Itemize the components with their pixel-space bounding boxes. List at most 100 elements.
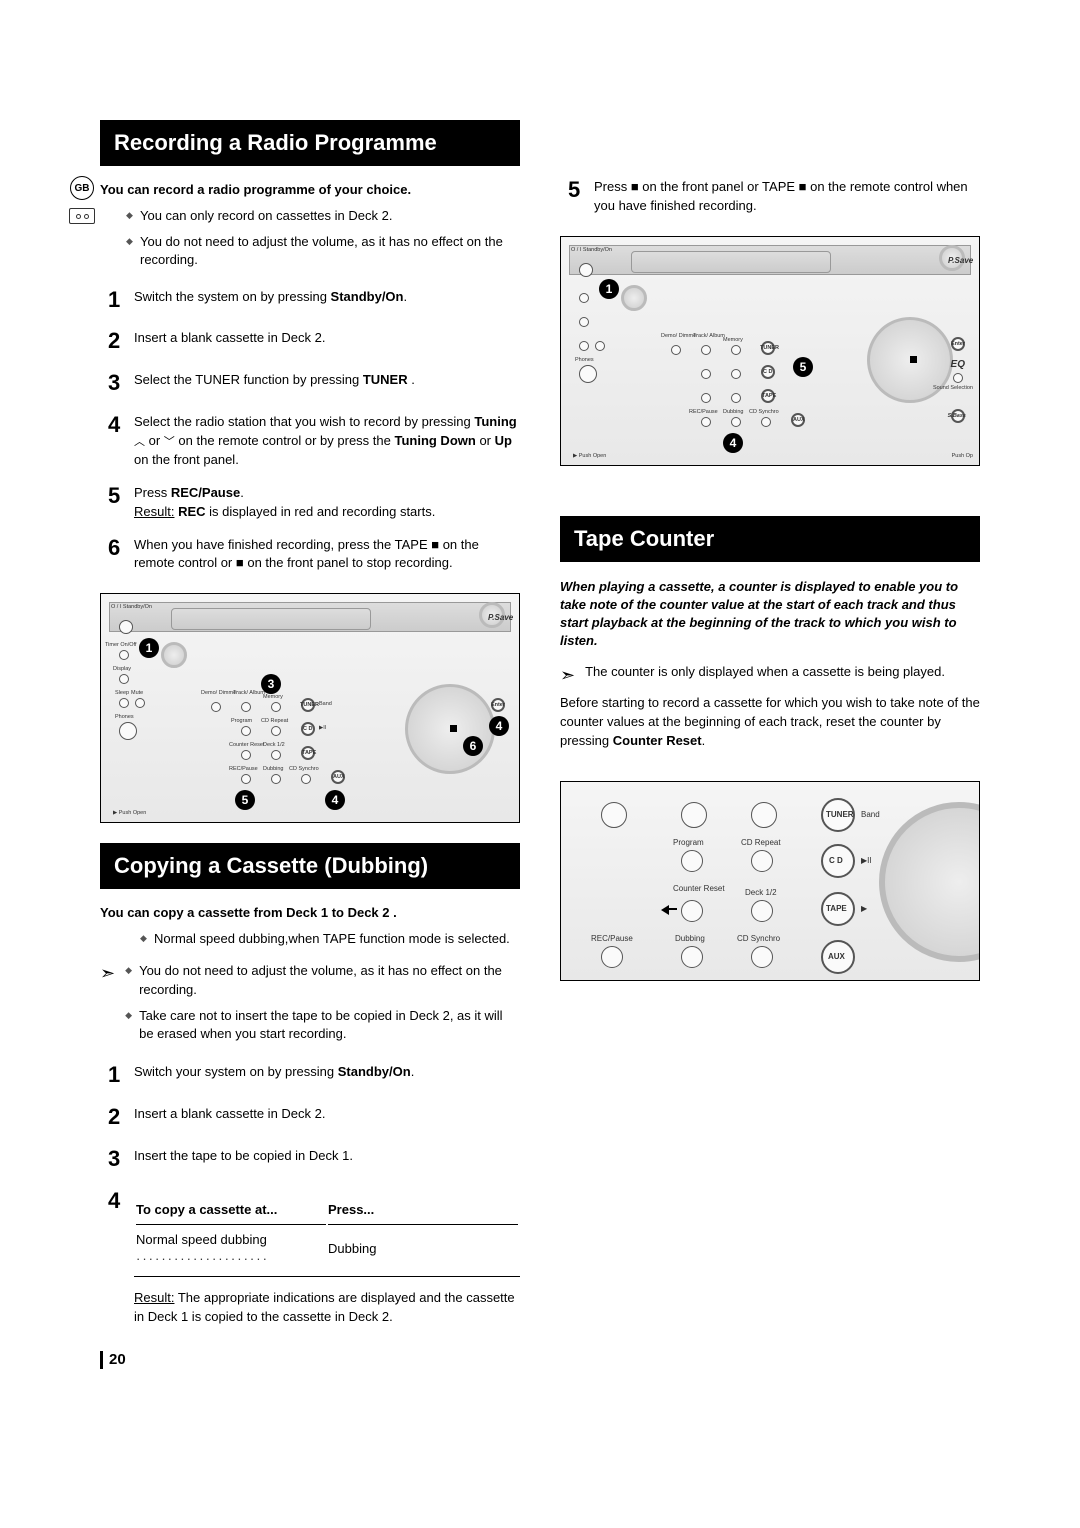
aux-label: AUX (828, 952, 845, 961)
recpause-label: REC/Pause (229, 766, 258, 772)
memory-label: Memory (263, 694, 283, 700)
phones-label: Phones (115, 714, 134, 720)
step-number: 5 (568, 174, 594, 216)
sbass-label: S.Bass (948, 413, 966, 419)
tape-label: TAPE (302, 750, 316, 756)
recording-intro: You can record a radio programme of your… (100, 182, 520, 197)
standby-label: O / I Standby/On (571, 247, 612, 253)
cdsynchro-label: CD Synchro (737, 934, 780, 943)
step-text: Switch the system on by pressing Standby… (134, 284, 520, 316)
dubbing-intro: You can copy a cassette from Deck 1 to D… (100, 905, 520, 920)
bullet: Take care not to insert the tape to be c… (125, 1007, 520, 1043)
sleep-label: Sleep (115, 690, 129, 696)
cd-label: C D (303, 726, 312, 732)
left-column: Recording a Radio Programme You can reco… (100, 120, 520, 1369)
page-number: 20 (100, 1351, 520, 1369)
aux-label: AUX (793, 417, 805, 423)
result-text: The appropriate indications are displaye… (134, 1290, 515, 1324)
cdrepeat-label: CD Repeat (741, 838, 781, 847)
cdrepeat-label: CD Repeat (261, 718, 288, 724)
pushop-label: Push Op (952, 453, 973, 459)
step-number: 6 (108, 532, 134, 574)
region-badges: GB (68, 176, 96, 224)
note-text: The counter is only displayed when a cas… (585, 664, 945, 684)
section-recording-title: Recording a Radio Programme (100, 120, 520, 166)
right-column: 5Press ■ on the front panel or TAPE ■ on… (560, 120, 980, 1369)
bullet: You do not need to adjust the volume, as… (125, 962, 520, 998)
cdsynchro-label: CD Synchro (289, 766, 319, 772)
dubbing-steps: 1Switch your system on by pressing Stand… (108, 1059, 520, 1327)
step-text: Insert a blank cassette in Deck 2. (134, 325, 520, 357)
track-label: Track/ Album (233, 690, 265, 696)
display-label: Display (113, 666, 131, 672)
step-number: 1 (108, 1059, 134, 1091)
eq-label: EQ (951, 359, 965, 370)
deck12-label: Deck 1/2 (263, 742, 285, 748)
callout-5: 5 (793, 357, 813, 377)
step-text: Insert a blank cassette in Deck 2. (134, 1101, 520, 1133)
step-number: 1 (108, 284, 134, 316)
table-header: Press... (328, 1197, 518, 1225)
step-number: 4 (108, 1185, 134, 1327)
step-text: Insert the tape to be copied in Deck 1. (134, 1143, 520, 1175)
note-arrow-icon: ➣ (560, 664, 575, 684)
tapeplay-label: ▶ (861, 904, 867, 913)
tuner-label: TUNER (826, 810, 854, 819)
play-label: ▶II (861, 856, 872, 865)
step-number: 2 (108, 325, 134, 357)
callout-5: 5 (235, 790, 255, 810)
aux-label: AUX (333, 774, 345, 780)
counter-label: Counter Reset (229, 742, 264, 748)
tapecounter-intro: When playing a cassette, a counter is di… (560, 578, 980, 651)
counter-label: Counter Reset (673, 884, 725, 893)
step-text: Press ■ on the front panel or TAPE ■ on … (594, 174, 980, 216)
play-label: ▶II (319, 725, 326, 731)
standby-label: O / I Standby/On (111, 604, 152, 610)
note-arrow-icon: ➣ (100, 962, 115, 1051)
bullet: You do not need to adjust the volume, as… (126, 233, 520, 269)
sound-label: Sound Selection (933, 385, 973, 391)
phones-label: Phones (575, 357, 594, 363)
step-text: When you have finished recording, press … (134, 532, 520, 574)
tape-label: TAPE (826, 904, 847, 913)
tuner-label: TUNER (760, 345, 779, 351)
callout-4a: 4 (325, 790, 345, 810)
deck12-label: Deck 1/2 (745, 888, 777, 897)
recpause-label: REC/Pause (689, 409, 718, 415)
pushopen-label: ▶ Push Open (573, 453, 606, 459)
recording-bullets: You can only record on cassettes in Deck… (126, 207, 520, 270)
cd-label: C D (763, 369, 772, 375)
cdsynchro-label: CD Synchro (749, 409, 779, 415)
timer-label: Timer On/Off (105, 642, 136, 648)
tapecounter-body: Before starting to record a cassette for… (560, 694, 980, 751)
note-with-arrow: ➣ You do not need to adjust the volume, … (100, 962, 520, 1051)
cd-label: C D (829, 856, 843, 865)
bullet: Normal speed dubbing,when TAPE function … (140, 930, 520, 948)
step-text: Press REC/Pause.Result: REC is displayed… (134, 480, 520, 522)
callout-1: 1 (139, 638, 159, 658)
front-panel-diagram-3: TUNER Band Program CD Repeat C D ▶II Cou… (560, 781, 980, 981)
enter-label: Enter (951, 341, 965, 347)
dubbing-label: Dubbing (723, 409, 744, 415)
step-number: 4 (108, 409, 134, 470)
enter-label: Enter (491, 702, 505, 708)
callout-3: 3 (261, 674, 281, 694)
psave-label: P.Save (948, 256, 973, 265)
recpause-label: REC/Pause (591, 934, 633, 943)
gb-badge: GB (70, 176, 94, 200)
tapecounter-note: ➣ The counter is only displayed when a c… (560, 664, 980, 684)
psave-label: P.Save (488, 613, 513, 622)
result-label: Result: (134, 1290, 174, 1305)
program-label: Program (231, 718, 252, 724)
table-cell: Normal speed dubbing (136, 1232, 267, 1247)
section-dubbing-title: Copying a Cassette (Dubbing) (100, 843, 520, 889)
track-label: Track/ Album (693, 333, 725, 339)
tuner-label: TUNER (300, 702, 319, 708)
tape-label: TAPE (762, 393, 776, 399)
cassette-icon (69, 208, 95, 224)
step-number: 5 (108, 480, 134, 522)
front-panel-diagram-2: P.Save O / I Standby/On 1 Phones Demo/ D… (560, 236, 980, 466)
dubbing-table: To copy a cassette at... Press... Normal… (134, 1195, 520, 1275)
band-label: Band (861, 810, 880, 819)
pushopen-label: ▶ Push Open (113, 810, 146, 816)
